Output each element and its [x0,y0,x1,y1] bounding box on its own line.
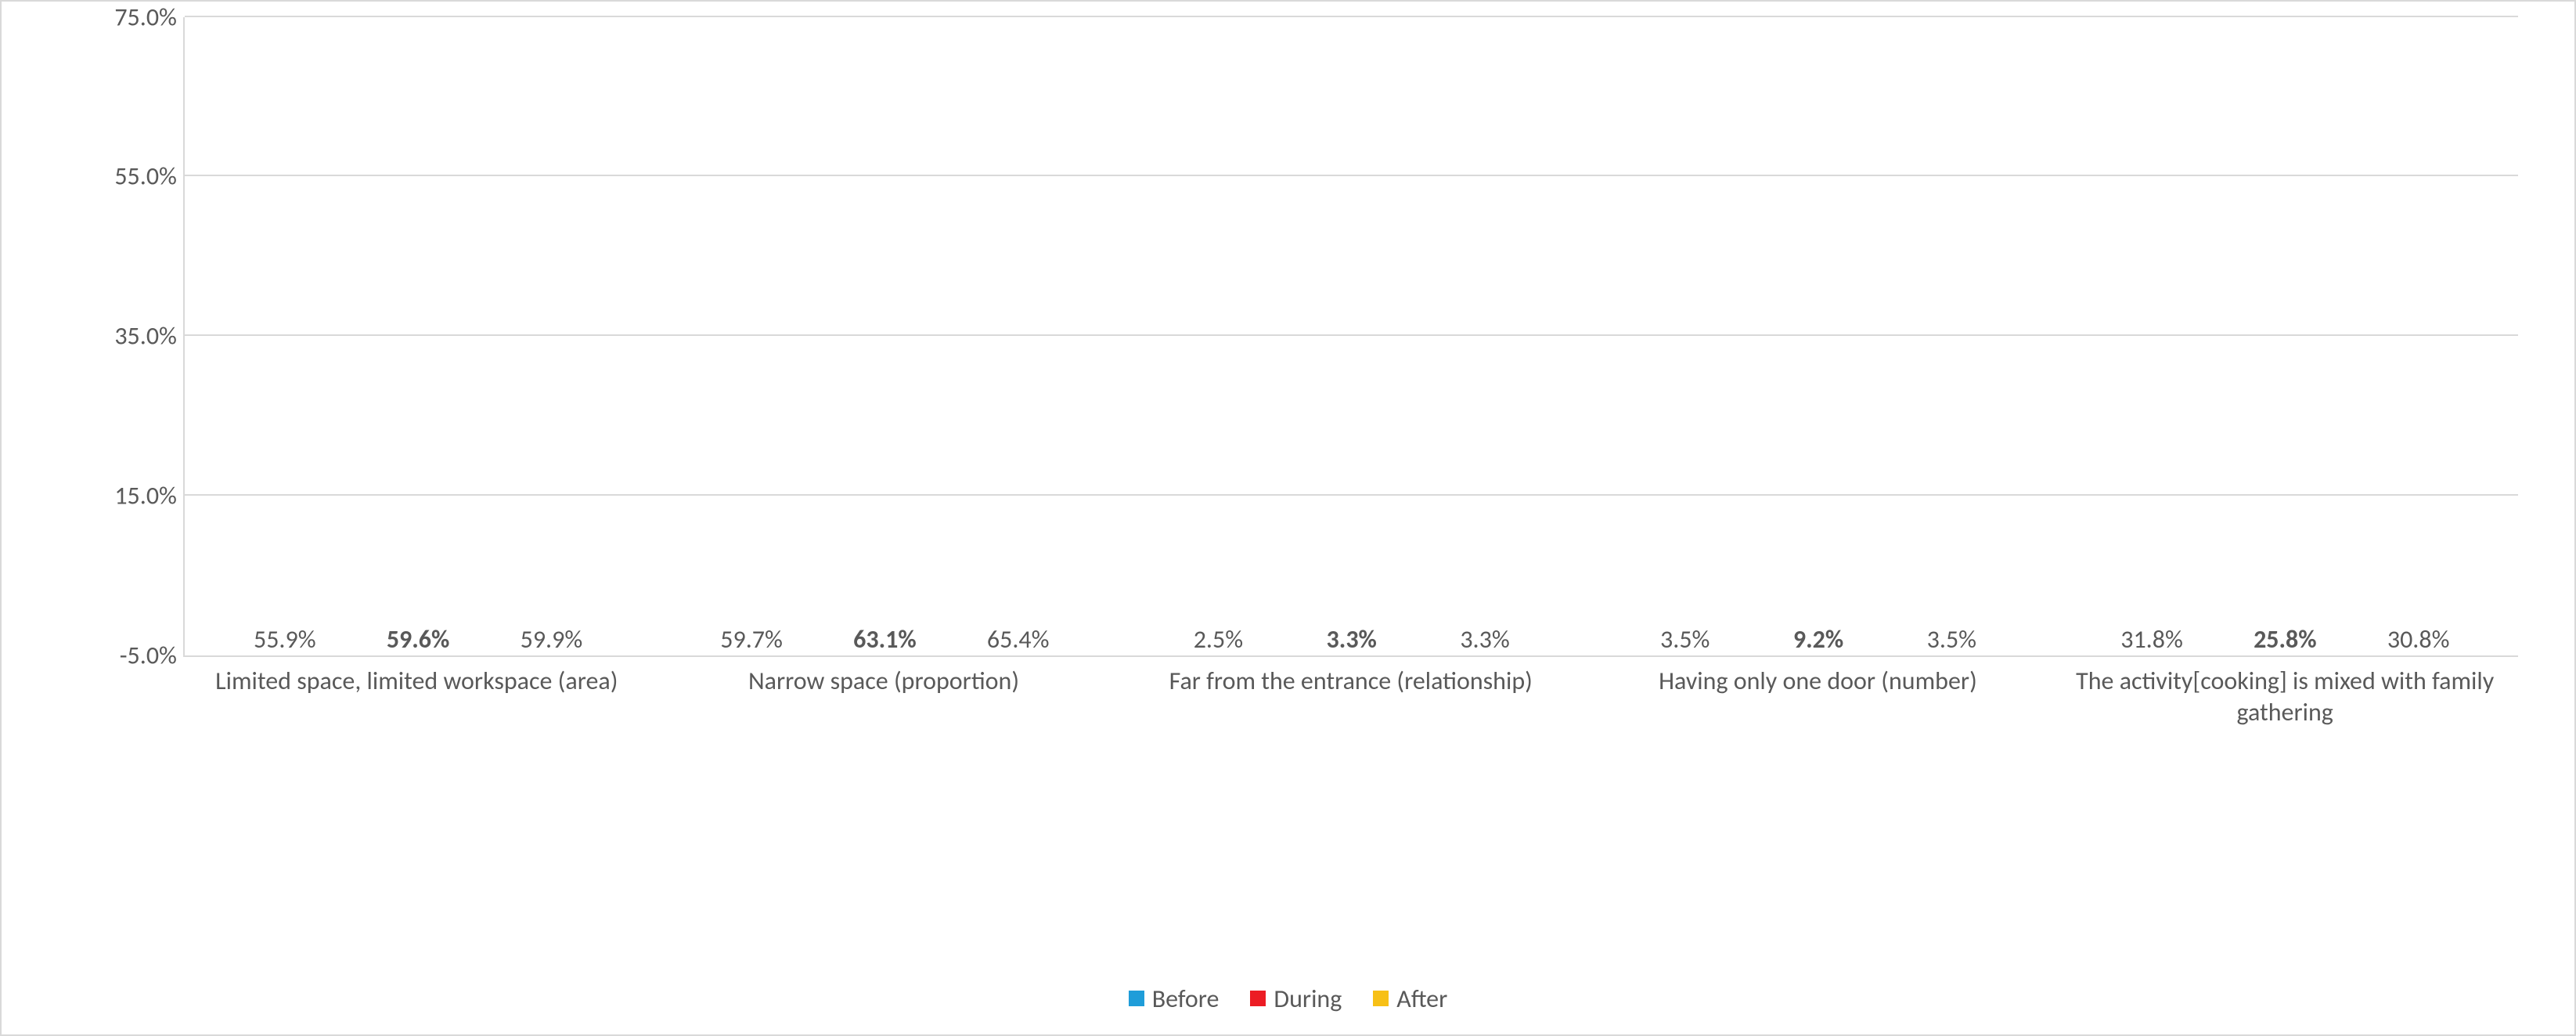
legend-label: After [1396,984,1447,1014]
bar-column: 65.4% [956,627,1081,655]
bar-column: 3.3% [1422,627,1547,655]
bar-value-label: 3.5% [1927,627,1976,652]
gridline [185,175,2519,176]
category-label: Having only one door (number) [1584,661,2052,905]
bar-value-label: 9.2% [1793,627,1843,652]
bar-value-label: 30.8% [2387,627,2450,652]
bar-column: 25.8% [2222,627,2347,655]
legend-swatch [1250,991,1266,1006]
bar-column: 30.8% [2356,627,2481,655]
bar-value-label: 65.4% [987,627,1050,652]
plot-wrap: 55.9% 59.6% 59.9% 59.7% 63.1% 65.4% 2.5% 3.3% 3.… [32,17,2543,905]
legend-item: During [1250,984,1342,1014]
legend-label: During [1274,984,1342,1014]
category-label: Limited space, limited workspace (area) [183,661,650,905]
y-tick-label: 35.0% [114,321,185,352]
category-label: Narrow space (proportion) [650,661,1118,905]
bar-value-label: 63.1% [853,627,917,652]
bar-value-label: 2.5% [1194,627,1243,652]
bar-column: 3.5% [1623,627,1748,655]
chart-frame: 55.9% 59.6% 59.9% 59.7% 63.1% 65.4% 2.5% 3.3% 3.… [0,0,2576,1036]
bar-column: 59.6% [355,627,481,655]
gridline [185,334,2519,336]
bar-value-label: 31.8% [2120,627,2183,652]
legend: Before During After [2,984,2574,1014]
bar-column: 59.9% [488,627,614,655]
bar-column: 3.5% [1889,627,2014,655]
bar-column: 2.5% [1155,627,1281,655]
category-labels: Limited space, limited workspace (area)N… [183,661,2519,905]
y-tick-label: 55.0% [114,161,185,192]
bar-value-label: 3.5% [1660,627,1710,652]
y-tick-label: -5.0% [120,640,185,670]
bar-column: 9.2% [1756,627,1881,655]
category-label: The activity[cooking] is mixed with fami… [2052,661,2519,905]
bar-column: 3.3% [1289,627,1414,655]
bar-column: 55.9% [222,627,348,655]
y-tick-label: 75.0% [114,2,185,32]
bar-value-label: 3.3% [1460,627,1509,652]
legend-item: After [1373,984,1447,1014]
gridline [185,494,2519,496]
legend-label: Before [1152,984,1220,1014]
bar-column: 63.1% [822,627,947,655]
gridline [185,16,2519,17]
legend-swatch [1129,991,1144,1006]
bar-value-label: 59.7% [720,627,783,652]
bar-value-label: 55.9% [254,627,316,652]
legend-item: Before [1129,984,1220,1014]
legend-swatch [1373,991,1389,1006]
bar-value-label: 3.3% [1327,627,1377,652]
plot-area: 55.9% 59.6% 59.9% 59.7% 63.1% 65.4% 2.5% 3.3% 3.… [183,17,2519,657]
bar-column: 59.7% [689,627,814,655]
y-tick-label: 15.0% [114,480,185,511]
bar-value-label: 59.6% [387,627,450,652]
category-label: Far from the entrance (relationship) [1117,661,1584,905]
bar-value-label: 59.9% [521,627,583,652]
bar-column: 31.8% [2089,627,2214,655]
bar-value-label: 25.8% [2254,627,2317,652]
